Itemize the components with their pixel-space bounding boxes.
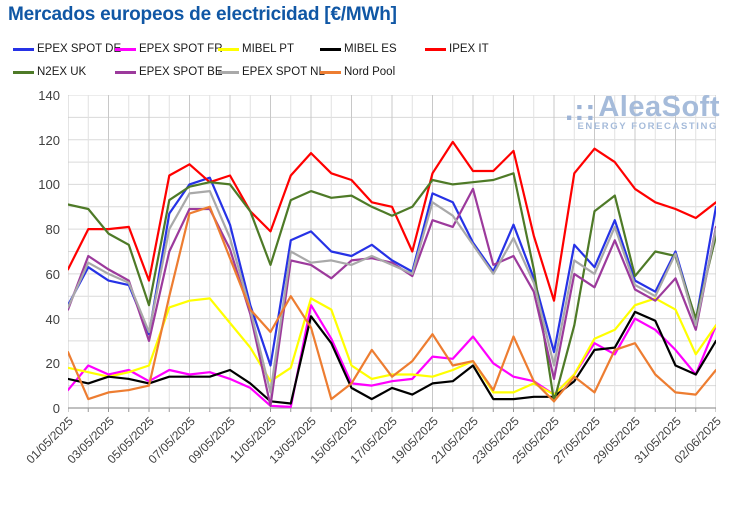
legend-swatch — [320, 70, 341, 74]
legend-label: EPEX SPOT NL — [242, 66, 325, 78]
legend-item-epex-spot-be: EPEX SPOT BE — [115, 64, 223, 80]
series-ipex-it — [68, 140, 716, 302]
series-n2ex-uk — [68, 172, 716, 403]
chart-title: Mercados europeos de electricidad [€/MWh… — [8, 4, 397, 25]
legend-item-epex-spot-de: EPEX SPOT DE — [13, 41, 121, 57]
y-tick-label: 0 — [52, 401, 60, 416]
legend-item-mibel-pt: MIBEL PT — [218, 41, 294, 57]
series-epex-spot-de — [68, 176, 716, 367]
y-tick-label: 60 — [45, 266, 60, 282]
legend-label: EPEX SPOT BE — [139, 66, 223, 78]
legend-label: EPEX SPOT DE — [37, 43, 122, 55]
series-nord-pool — [68, 205, 716, 403]
y-tick-label: 140 — [38, 88, 60, 103]
legend-item-mibel-es: MIBEL ES — [320, 41, 397, 57]
legend-item-n2ex-uk: N2EX UK — [13, 64, 86, 80]
y-tick-label: 40 — [45, 311, 60, 327]
series-mibel-pt — [68, 297, 716, 396]
legend-label: MIBEL ES — [344, 43, 397, 55]
legend-label: MIBEL PT — [242, 43, 294, 55]
y-tick-label: 80 — [45, 222, 60, 238]
legend-item-ipex-it: IPEX IT — [425, 41, 489, 57]
legend-label: IPEX IT — [449, 43, 489, 55]
legend-item-epex-spot-nl: EPEX SPOT NL — [218, 64, 325, 80]
legend-item-epex-spot-fr: EPEX SPOT FR — [115, 41, 223, 57]
legend-swatch — [218, 47, 239, 51]
y-tick-label: 120 — [38, 132, 60, 148]
legend-swatch — [425, 47, 446, 51]
legend-item-nord-pool: Nord Pool — [320, 64, 395, 80]
legend-swatch — [320, 47, 341, 51]
y-tick-label: 20 — [45, 356, 60, 372]
series-epex-spot-nl — [68, 189, 716, 394]
legend-label: N2EX UK — [37, 66, 87, 78]
legend-swatch — [218, 70, 239, 74]
series-epex-spot-fr — [68, 304, 716, 408]
legend-swatch — [115, 70, 136, 74]
legend-label: EPEX SPOT FR — [139, 43, 223, 55]
y-tick-label: 100 — [38, 177, 60, 193]
legend-swatch — [13, 47, 34, 51]
electricity-price-line-chart — [68, 95, 716, 412]
legend-swatch — [13, 70, 34, 74]
legend-swatch — [115, 47, 136, 51]
series-mibel-es — [68, 310, 716, 405]
series-epex-spot-be — [68, 187, 716, 407]
legend-label: Nord Pool — [344, 66, 396, 78]
